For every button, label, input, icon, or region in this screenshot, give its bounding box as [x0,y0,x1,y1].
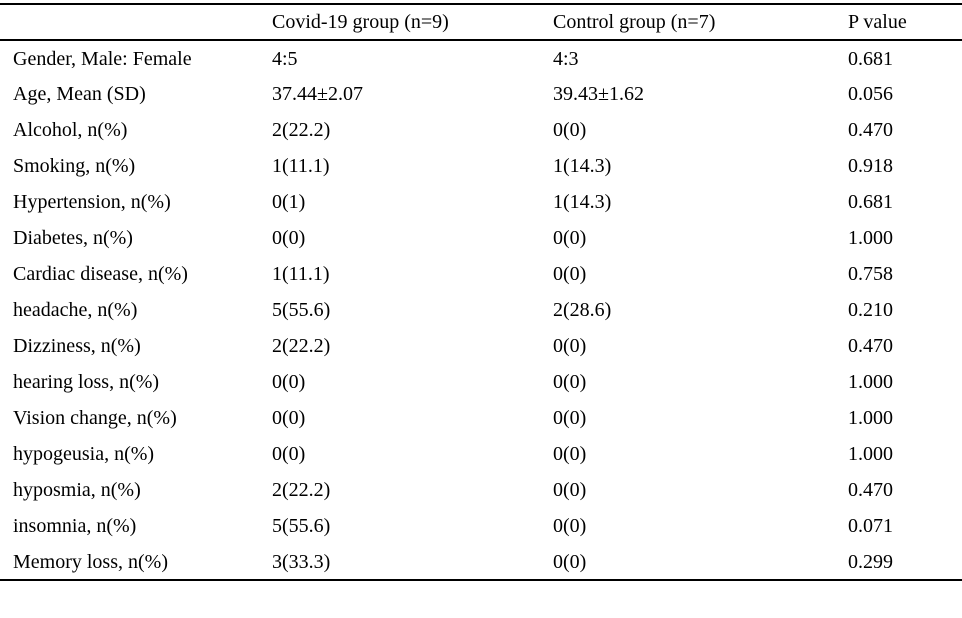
baseline-characteristics-table: Covid-19 group (n=9) Control group (n=7)… [0,3,962,581]
cell-covid-group-value: 3(33.3) [272,550,331,573]
table-row: hypogeusia, n(%) 0(0) 0(0) 1.000 [0,436,962,472]
cell-p-value: 0.681 [848,191,893,213]
cell-covid-group-value: 0(0) [272,443,306,465]
column-header-p-value: P value [848,4,962,41]
cell-characteristic-label: Hypertension, n(%) [13,191,171,213]
table-row: hyposmia, n(%) 2(22.2) 0(0) 0.470 [0,472,962,508]
cell-characteristic-label: Dizziness, n(%) [13,335,141,357]
cell-p-value: 0.681 [848,47,893,70]
column-header-control-group: Control group (n=7) [553,4,848,41]
cell-control-group-value: 0(0) [553,550,587,573]
cell-characteristic-label: Vision change, n(%) [13,407,177,429]
table-row: insomnia, n(%) 5(55.6) 0(0) 0.071 [0,508,962,544]
table-row: hearing loss, n(%) 0(0) 0(0) 1.000 [0,364,962,400]
cell-control-group-value: 0(0) [553,119,587,141]
table-row: Memory loss, n(%) 3(33.3) 0(0) 0.299 [0,544,962,580]
cell-covid-group-value: 1(11.1) [272,155,330,177]
cell-covid-group-value: 1(11.1) [272,263,330,285]
cell-control-group-value: 2(28.6) [553,299,612,321]
cell-characteristic-label: hyposmia, n(%) [13,479,141,501]
cell-characteristic-label: insomnia, n(%) [13,515,137,537]
cell-p-value: 0.056 [848,83,893,105]
cell-p-value: 0.470 [848,335,893,357]
cell-p-value: 0.470 [848,119,893,141]
cell-p-value: 0.470 [848,479,893,501]
cell-characteristic-label: hypogeusia, n(%) [13,443,155,465]
cell-covid-group-value: 0(1) [272,191,306,213]
table-header: Covid-19 group (n=9) Control group (n=7)… [0,4,962,41]
cell-control-group-value: 4:3 [553,47,579,70]
cell-covid-group-value: 2(22.2) [272,119,331,141]
cell-covid-group-value: 0(0) [272,407,306,429]
cell-covid-group-value: 4:5 [272,47,298,70]
table-row: Dizziness, n(%) 2(22.2) 0(0) 0.470 [0,328,962,364]
cell-p-value: 0.210 [848,299,893,321]
cell-control-group-value: 0(0) [553,263,587,285]
cell-characteristic-label: Gender, Male: Female [13,47,192,70]
cell-characteristic-label: Memory loss, n(%) [13,550,168,573]
cell-covid-group-value: 5(55.6) [272,515,331,537]
cell-covid-group-value: 37.44±2.07 [272,83,363,105]
cell-control-group-value: 0(0) [553,479,587,501]
cell-characteristic-label: hearing loss, n(%) [13,371,160,393]
cell-control-group-value: 0(0) [553,335,587,357]
cell-p-value: 0.758 [848,263,893,285]
cell-p-value: 1.000 [848,227,893,249]
cell-characteristic-label: Cardiac disease, n(%) [13,263,188,285]
cell-characteristic-label: Alcohol, n(%) [13,119,128,141]
cell-control-group-value: 0(0) [553,371,587,393]
cell-characteristic-label: Diabetes, n(%) [13,227,133,249]
cell-control-group-value: 0(0) [553,515,587,537]
cell-control-group-value: 1(14.3) [553,191,612,213]
column-header-covid-group: Covid-19 group (n=9) [272,4,553,41]
cell-covid-group-value: 5(55.6) [272,299,331,321]
table-row: Diabetes, n(%) 0(0) 0(0) 1.000 [0,220,962,256]
table-row: Gender, Male: Female 4:5 4:3 0.681 [0,40,962,76]
cell-p-value: 0.918 [848,155,893,177]
cell-p-value: 1.000 [848,407,893,429]
table-row: Vision change, n(%) 0(0) 0(0) 1.000 [0,400,962,436]
cell-control-group-value: 0(0) [553,227,587,249]
cell-control-group-value: 39.43±1.62 [553,83,644,105]
cell-p-value: 0.299 [848,550,893,573]
cell-covid-group-value: 0(0) [272,227,306,249]
cell-p-value: 1.000 [848,443,893,465]
cell-covid-group-value: 2(22.2) [272,335,331,357]
table-row: headache, n(%) 5(55.6) 2(28.6) 0.210 [0,292,962,328]
table-row: Age, Mean (SD) 37.44±2.07 39.43±1.62 0.0… [0,76,962,112]
cell-p-value: 0.071 [848,515,893,537]
table-row: Smoking, n(%) 1(11.1) 1(14.3) 0.918 [0,148,962,184]
cell-control-group-value: 0(0) [553,407,587,429]
cell-characteristic-label: Age, Mean (SD) [13,83,146,105]
table-body: Gender, Male: Female 4:5 4:3 0.681 Age, … [0,40,962,580]
cell-control-group-value: 1(14.3) [553,155,612,177]
cell-covid-group-value: 0(0) [272,371,306,393]
table-row: Hypertension, n(%) 0(1) 1(14.3) 0.681 [0,184,962,220]
table-row: Cardiac disease, n(%) 1(11.1) 0(0) 0.758 [0,256,962,292]
cell-characteristic-label: headache, n(%) [13,299,138,321]
header-row: Covid-19 group (n=9) Control group (n=7)… [0,4,962,41]
cell-p-value: 1.000 [848,371,893,393]
column-header-blank [0,4,272,41]
cell-covid-group-value: 2(22.2) [272,479,331,501]
table-row: Alcohol, n(%) 2(22.2) 0(0) 0.470 [0,112,962,148]
cell-characteristic-label: Smoking, n(%) [13,155,136,177]
cell-control-group-value: 0(0) [553,443,587,465]
